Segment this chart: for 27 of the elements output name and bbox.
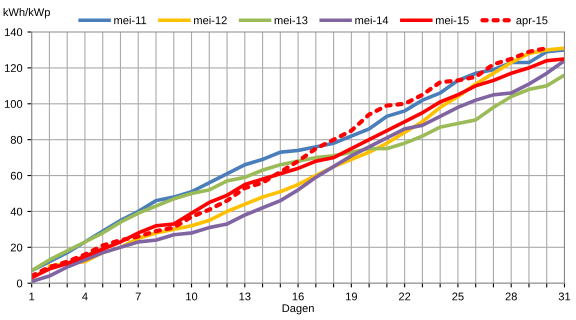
y-tick-label: 120 xyxy=(4,64,22,72)
legend-label: mei-11 xyxy=(114,16,146,24)
y-tick-label: 60 xyxy=(10,172,22,180)
x-tick-label: 13 xyxy=(239,292,250,300)
x-tick-label: 10 xyxy=(186,292,198,300)
y-tick-label: 0 xyxy=(16,279,22,288)
x-tick-label: 31 xyxy=(558,292,570,300)
x-tick-label: 22 xyxy=(399,292,410,300)
x-axis-title: Dagen xyxy=(282,304,314,314)
x-tick-label: 4 xyxy=(82,292,88,300)
y-tick-label: 140 xyxy=(4,28,22,36)
legend-label: mei-15 xyxy=(436,16,469,24)
legend-label: mei-14 xyxy=(355,16,388,24)
y-axis-title: kWh/kWp xyxy=(4,8,50,18)
x-tick-label: 25 xyxy=(452,292,464,300)
y-tick-label: 40 xyxy=(10,208,22,216)
x-tick-label: 1 xyxy=(29,292,34,300)
legend-label: apr-15 xyxy=(516,16,548,26)
y-tick-label: 20 xyxy=(10,244,22,252)
x-tick-label: 16 xyxy=(292,292,304,300)
y-tick-label: 80 xyxy=(10,136,22,144)
x-tick-label: 7 xyxy=(136,292,141,300)
y-tick-label: 100 xyxy=(4,100,22,108)
x-tick-label: 28 xyxy=(506,292,517,300)
legend-label: mei-12 xyxy=(194,16,227,24)
x-tick-label: 19 xyxy=(346,292,358,300)
legend-label: mei-13 xyxy=(274,16,308,24)
